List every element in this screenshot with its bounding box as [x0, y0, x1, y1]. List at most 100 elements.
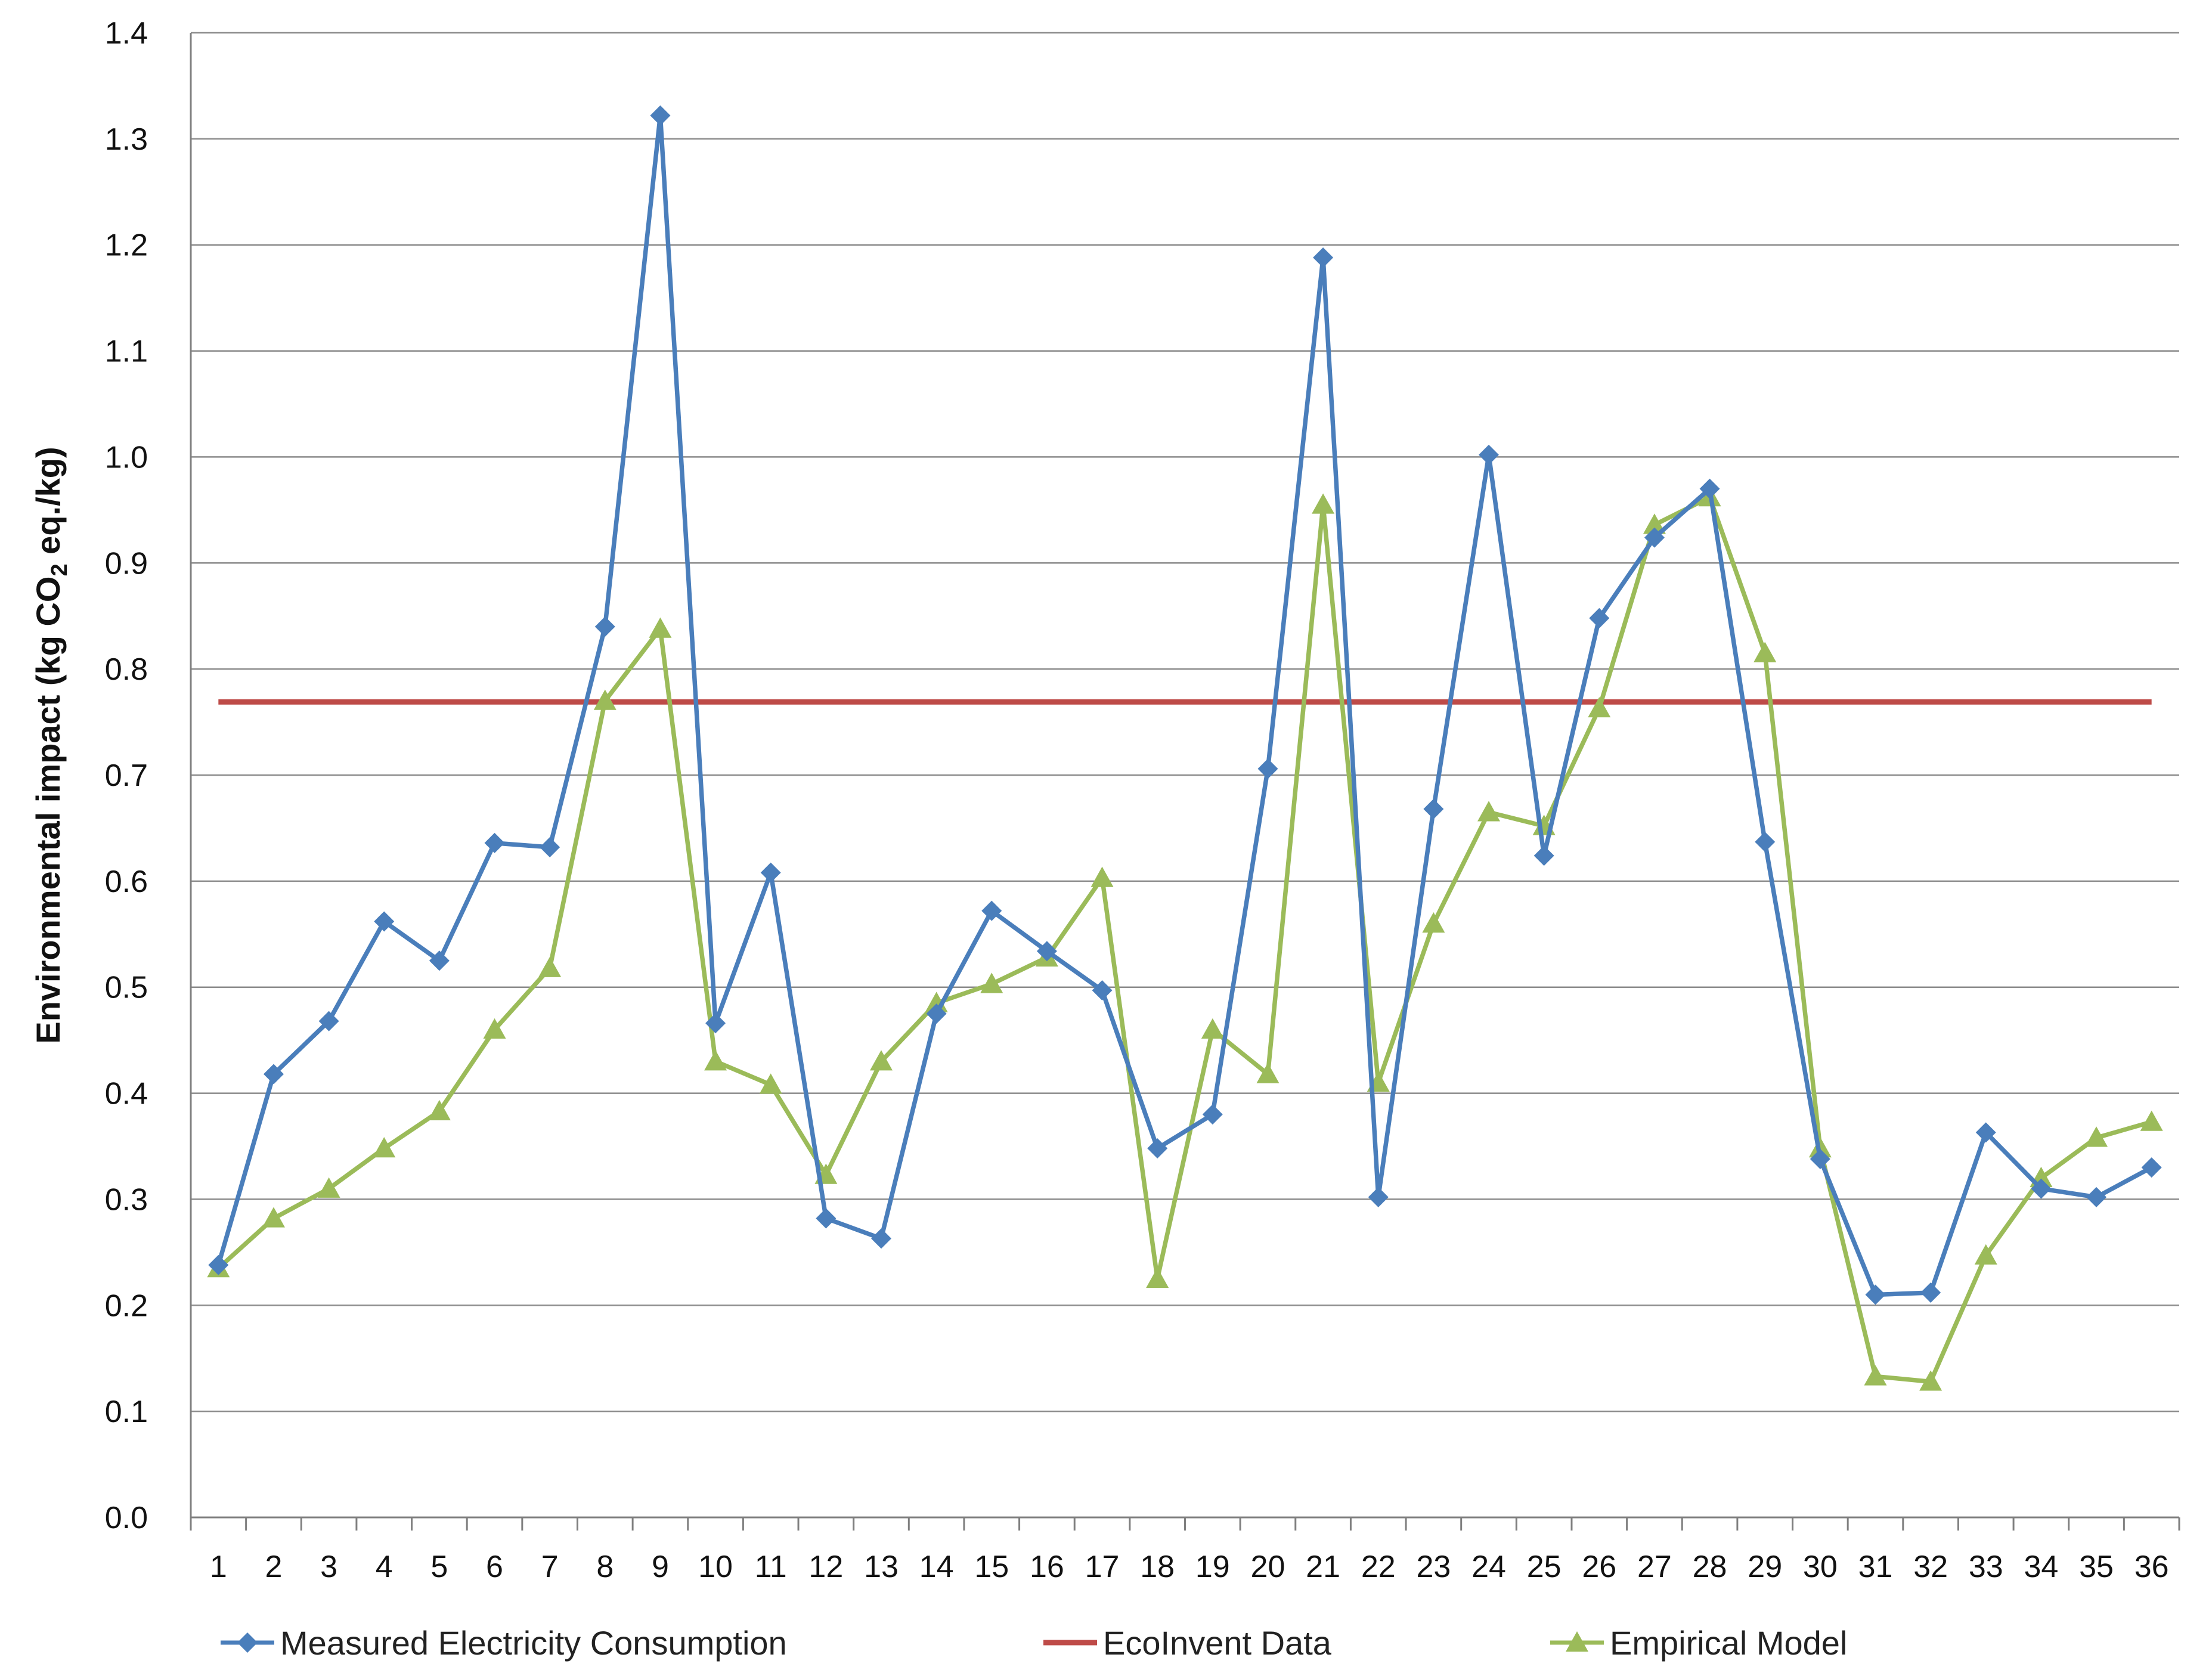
data-point — [429, 950, 450, 971]
y-axis-label: Environmental impact (kg CO2 eq./kg) — [29, 447, 72, 1043]
data-point — [373, 1137, 396, 1158]
data-point — [540, 837, 560, 857]
data-point — [2085, 1126, 2108, 1147]
x-tick-label: 8 — [596, 1550, 614, 1584]
data-point — [1479, 444, 1500, 465]
data-point — [2140, 1110, 2163, 1131]
data-point — [1202, 1104, 1223, 1125]
series-line — [216, 495, 2152, 1384]
data-point — [981, 900, 1002, 921]
x-tick-label: 29 — [1748, 1550, 1782, 1584]
y-tick-label: 0.0 — [105, 1501, 148, 1535]
x-tick-label: 31 — [1858, 1550, 1893, 1584]
x-tick-label: 9 — [652, 1550, 669, 1584]
data-point — [759, 1073, 782, 1094]
x-tick-label: 25 — [1527, 1550, 1562, 1584]
data-point — [594, 617, 615, 637]
x-tick-label: 18 — [1140, 1550, 1175, 1584]
y-tick-label: 0.7 — [105, 758, 148, 793]
data-point — [263, 1064, 284, 1085]
x-tick-label: 3 — [320, 1550, 337, 1584]
x-tick-label: 11 — [755, 1550, 787, 1584]
data-point — [1423, 798, 1444, 819]
data-point — [1699, 478, 1720, 499]
y-tick-label: 0.1 — [105, 1395, 148, 1429]
data-point — [2031, 1178, 2052, 1199]
data-point — [318, 1011, 339, 1031]
x-tick-label: 19 — [1195, 1550, 1230, 1584]
x-tick-labels: 1 2 3 4 5 6 7 8 9 10 11 12 13 14 15 16 17 18 19 20 21 22 23 24 2… — [210, 1550, 2169, 1584]
data-point — [2086, 1186, 2107, 1207]
data-point — [869, 1050, 893, 1071]
x-tick-label: 17 — [1085, 1550, 1120, 1584]
data-point — [1920, 1282, 1941, 1303]
y-tick-label: 1.0 — [105, 440, 148, 475]
legend: Measured Electricity Consumption EcoInven… — [221, 1624, 1847, 1662]
x-tick-label: 28 — [1693, 1550, 1727, 1584]
data-point — [1201, 1018, 1224, 1039]
legend-item: Empirical Model — [1550, 1624, 1847, 1662]
y-tick-label: 0.3 — [105, 1182, 148, 1217]
data-point — [1422, 912, 1445, 933]
data-point — [1036, 941, 1057, 962]
data-point — [1477, 801, 1501, 822]
legend-item: Measured Electricity Consumption — [221, 1624, 787, 1662]
legend-marker — [237, 1632, 258, 1653]
data-point — [926, 1003, 947, 1024]
legend-label: Empirical Model — [1610, 1624, 1847, 1662]
data-point — [649, 617, 672, 638]
y-tick-label: 0.2 — [105, 1288, 148, 1323]
legend-marker — [1566, 1631, 1588, 1652]
x-tick-label: 33 — [1969, 1550, 2003, 1584]
x-tick-label: 26 — [1582, 1550, 1616, 1584]
y-tick-label: 0.6 — [105, 865, 148, 899]
data-point — [1312, 493, 1335, 514]
x-tick-label: 13 — [864, 1550, 899, 1584]
x-tick-label: 1 — [210, 1550, 227, 1584]
gridlines — [191, 32, 2179, 1412]
data-point — [1090, 866, 1114, 887]
data-point — [650, 105, 671, 126]
data-point — [760, 862, 781, 883]
data-point — [483, 1018, 506, 1039]
x-tick-label: 27 — [1637, 1550, 1672, 1584]
series-group — [207, 105, 2163, 1391]
data-point — [1643, 513, 1666, 534]
y-axis-label-pre: Environmental impact (kg CO — [29, 577, 67, 1044]
data-point — [427, 1099, 451, 1121]
x-tick-label: 15 — [974, 1550, 1009, 1584]
data-point — [262, 1207, 285, 1228]
x-tick-label: 24 — [1471, 1550, 1506, 1584]
x-tick-label: 10 — [698, 1550, 733, 1584]
x-tick-label: 21 — [1306, 1550, 1340, 1584]
data-point — [1810, 1148, 1830, 1169]
data-point — [1256, 1062, 1280, 1083]
legend-label: EcoInvent Data — [1103, 1624, 1332, 1662]
data-point — [208, 1254, 229, 1275]
data-point — [374, 911, 395, 932]
x-tick-label: 30 — [1803, 1550, 1838, 1584]
data-point — [816, 1208, 837, 1229]
y-tick-labels: 0.0 0.1 0.2 0.3 0.4 0.5 0.6 0.7 0.8 0.9 1.0 1.1 1.2 1… — [105, 16, 148, 1535]
x-tick-label: 7 — [541, 1550, 559, 1584]
data-point — [1146, 1267, 1169, 1288]
data-point — [1147, 1138, 1168, 1159]
data-point — [1864, 1365, 1887, 1386]
data-point — [1313, 247, 1334, 268]
legend-label: Measured Electricity Consumption — [280, 1624, 787, 1662]
x-tick-label: 35 — [2079, 1550, 2114, 1584]
axes — [190, 33, 2180, 1531]
data-point — [1588, 696, 1611, 718]
x-tick-label: 12 — [808, 1550, 843, 1584]
y-tick-label: 1.4 — [105, 16, 148, 51]
data-point — [317, 1177, 340, 1198]
data-point — [1974, 1244, 1997, 1265]
data-point — [538, 956, 562, 977]
y-tick-label: 0.9 — [105, 546, 148, 581]
x-tick-label: 20 — [1251, 1550, 1285, 1584]
x-tick-label: 34 — [2024, 1550, 2058, 1584]
data-point — [704, 1050, 727, 1071]
data-point — [1368, 1186, 1389, 1207]
series-0 — [208, 105, 2162, 1305]
